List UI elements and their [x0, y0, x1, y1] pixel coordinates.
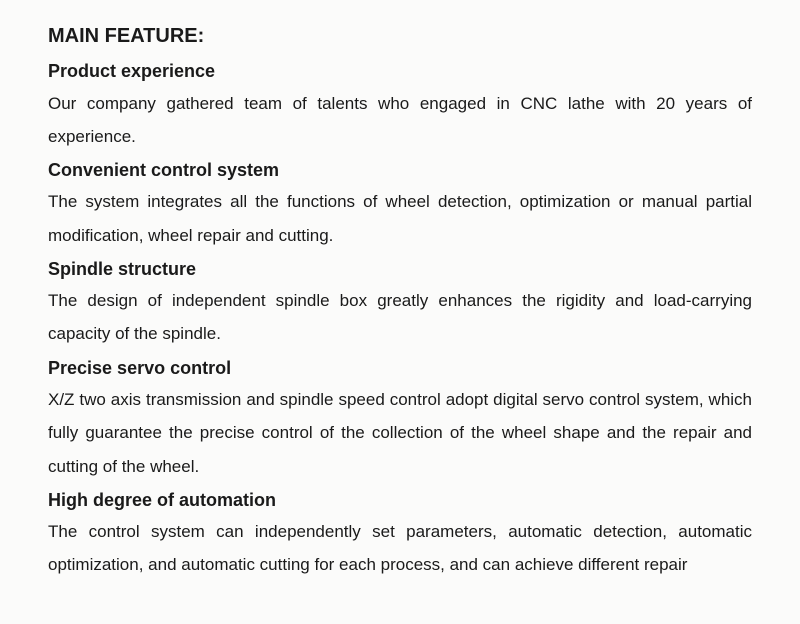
section-body: The control system can independently set… [48, 515, 752, 581]
section-heading: Precise servo control [48, 353, 752, 384]
section-heading: Convenient control system [48, 155, 752, 186]
section-body: The system integrates all the functions … [48, 185, 752, 251]
document-page: MAIN FEATURE: Product experience Our com… [0, 0, 800, 582]
section-body: Our company gathered team of talents who… [48, 87, 752, 153]
section-heading: High degree of automation [48, 485, 752, 516]
section-body: X/Z two axis transmission and spindle sp… [48, 383, 752, 482]
section-body: The design of independent spindle box gr… [48, 284, 752, 350]
section-heading: Spindle structure [48, 254, 752, 285]
section-heading: Product experience [48, 56, 752, 87]
main-title: MAIN FEATURE: [48, 20, 752, 52]
